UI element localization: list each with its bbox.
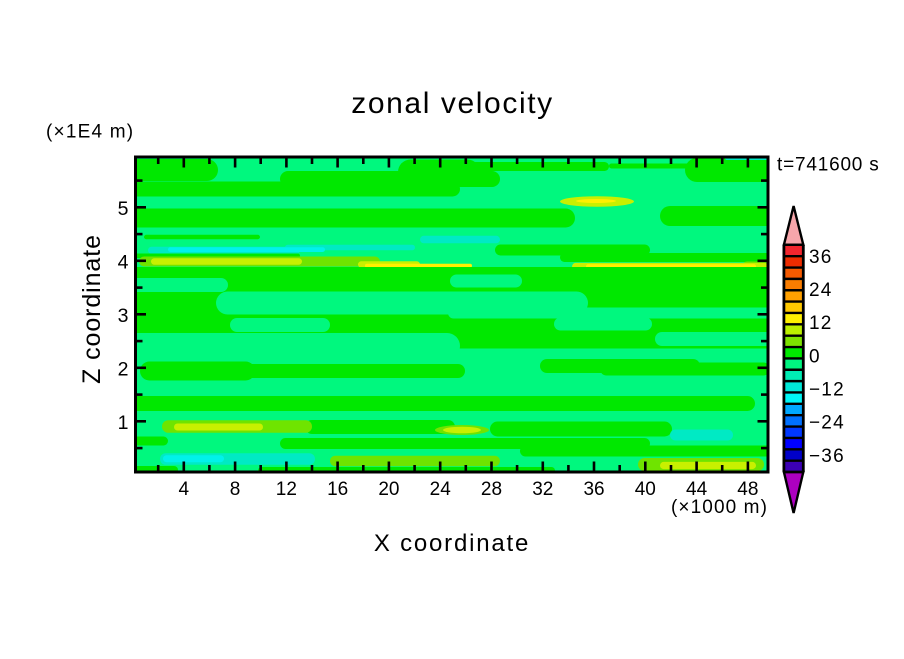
svg-text:(×1000 m): (×1000 m) bbox=[671, 497, 768, 518]
svg-text:44: 44 bbox=[686, 479, 708, 500]
svg-text:12: 12 bbox=[809, 313, 833, 334]
svg-text:zonal velocity: zonal velocity bbox=[351, 87, 554, 120]
svg-text:28: 28 bbox=[481, 479, 502, 500]
svg-text:4: 4 bbox=[179, 479, 190, 500]
svg-text:32: 32 bbox=[532, 479, 553, 500]
svg-text:Z coordinate: Z coordinate bbox=[78, 234, 106, 384]
svg-text:16: 16 bbox=[327, 479, 348, 500]
svg-text:t=741600 s: t=741600 s bbox=[777, 155, 880, 176]
svg-text:40: 40 bbox=[635, 479, 656, 500]
svg-text:(×1E4 m): (×1E4 m) bbox=[46, 122, 134, 143]
svg-text:12: 12 bbox=[276, 479, 297, 500]
svg-text:X coordinate: X coordinate bbox=[374, 530, 530, 557]
svg-text:20: 20 bbox=[378, 479, 399, 500]
svg-text:8: 8 bbox=[230, 479, 241, 500]
svg-text:2: 2 bbox=[118, 359, 129, 381]
svg-text:5: 5 bbox=[118, 198, 129, 220]
svg-text:3: 3 bbox=[118, 305, 129, 327]
svg-text:1: 1 bbox=[118, 412, 129, 434]
svg-text:24: 24 bbox=[430, 479, 452, 500]
svg-text:−36: −36 bbox=[809, 446, 845, 467]
svg-text:48: 48 bbox=[737, 479, 758, 500]
svg-text:24: 24 bbox=[809, 280, 833, 301]
svg-text:36: 36 bbox=[809, 247, 833, 268]
svg-text:36: 36 bbox=[583, 479, 604, 500]
svg-text:−24: −24 bbox=[809, 413, 845, 434]
svg-text:−12: −12 bbox=[809, 380, 845, 401]
svg-text:4: 4 bbox=[118, 252, 129, 274]
svg-text:0: 0 bbox=[809, 346, 821, 367]
